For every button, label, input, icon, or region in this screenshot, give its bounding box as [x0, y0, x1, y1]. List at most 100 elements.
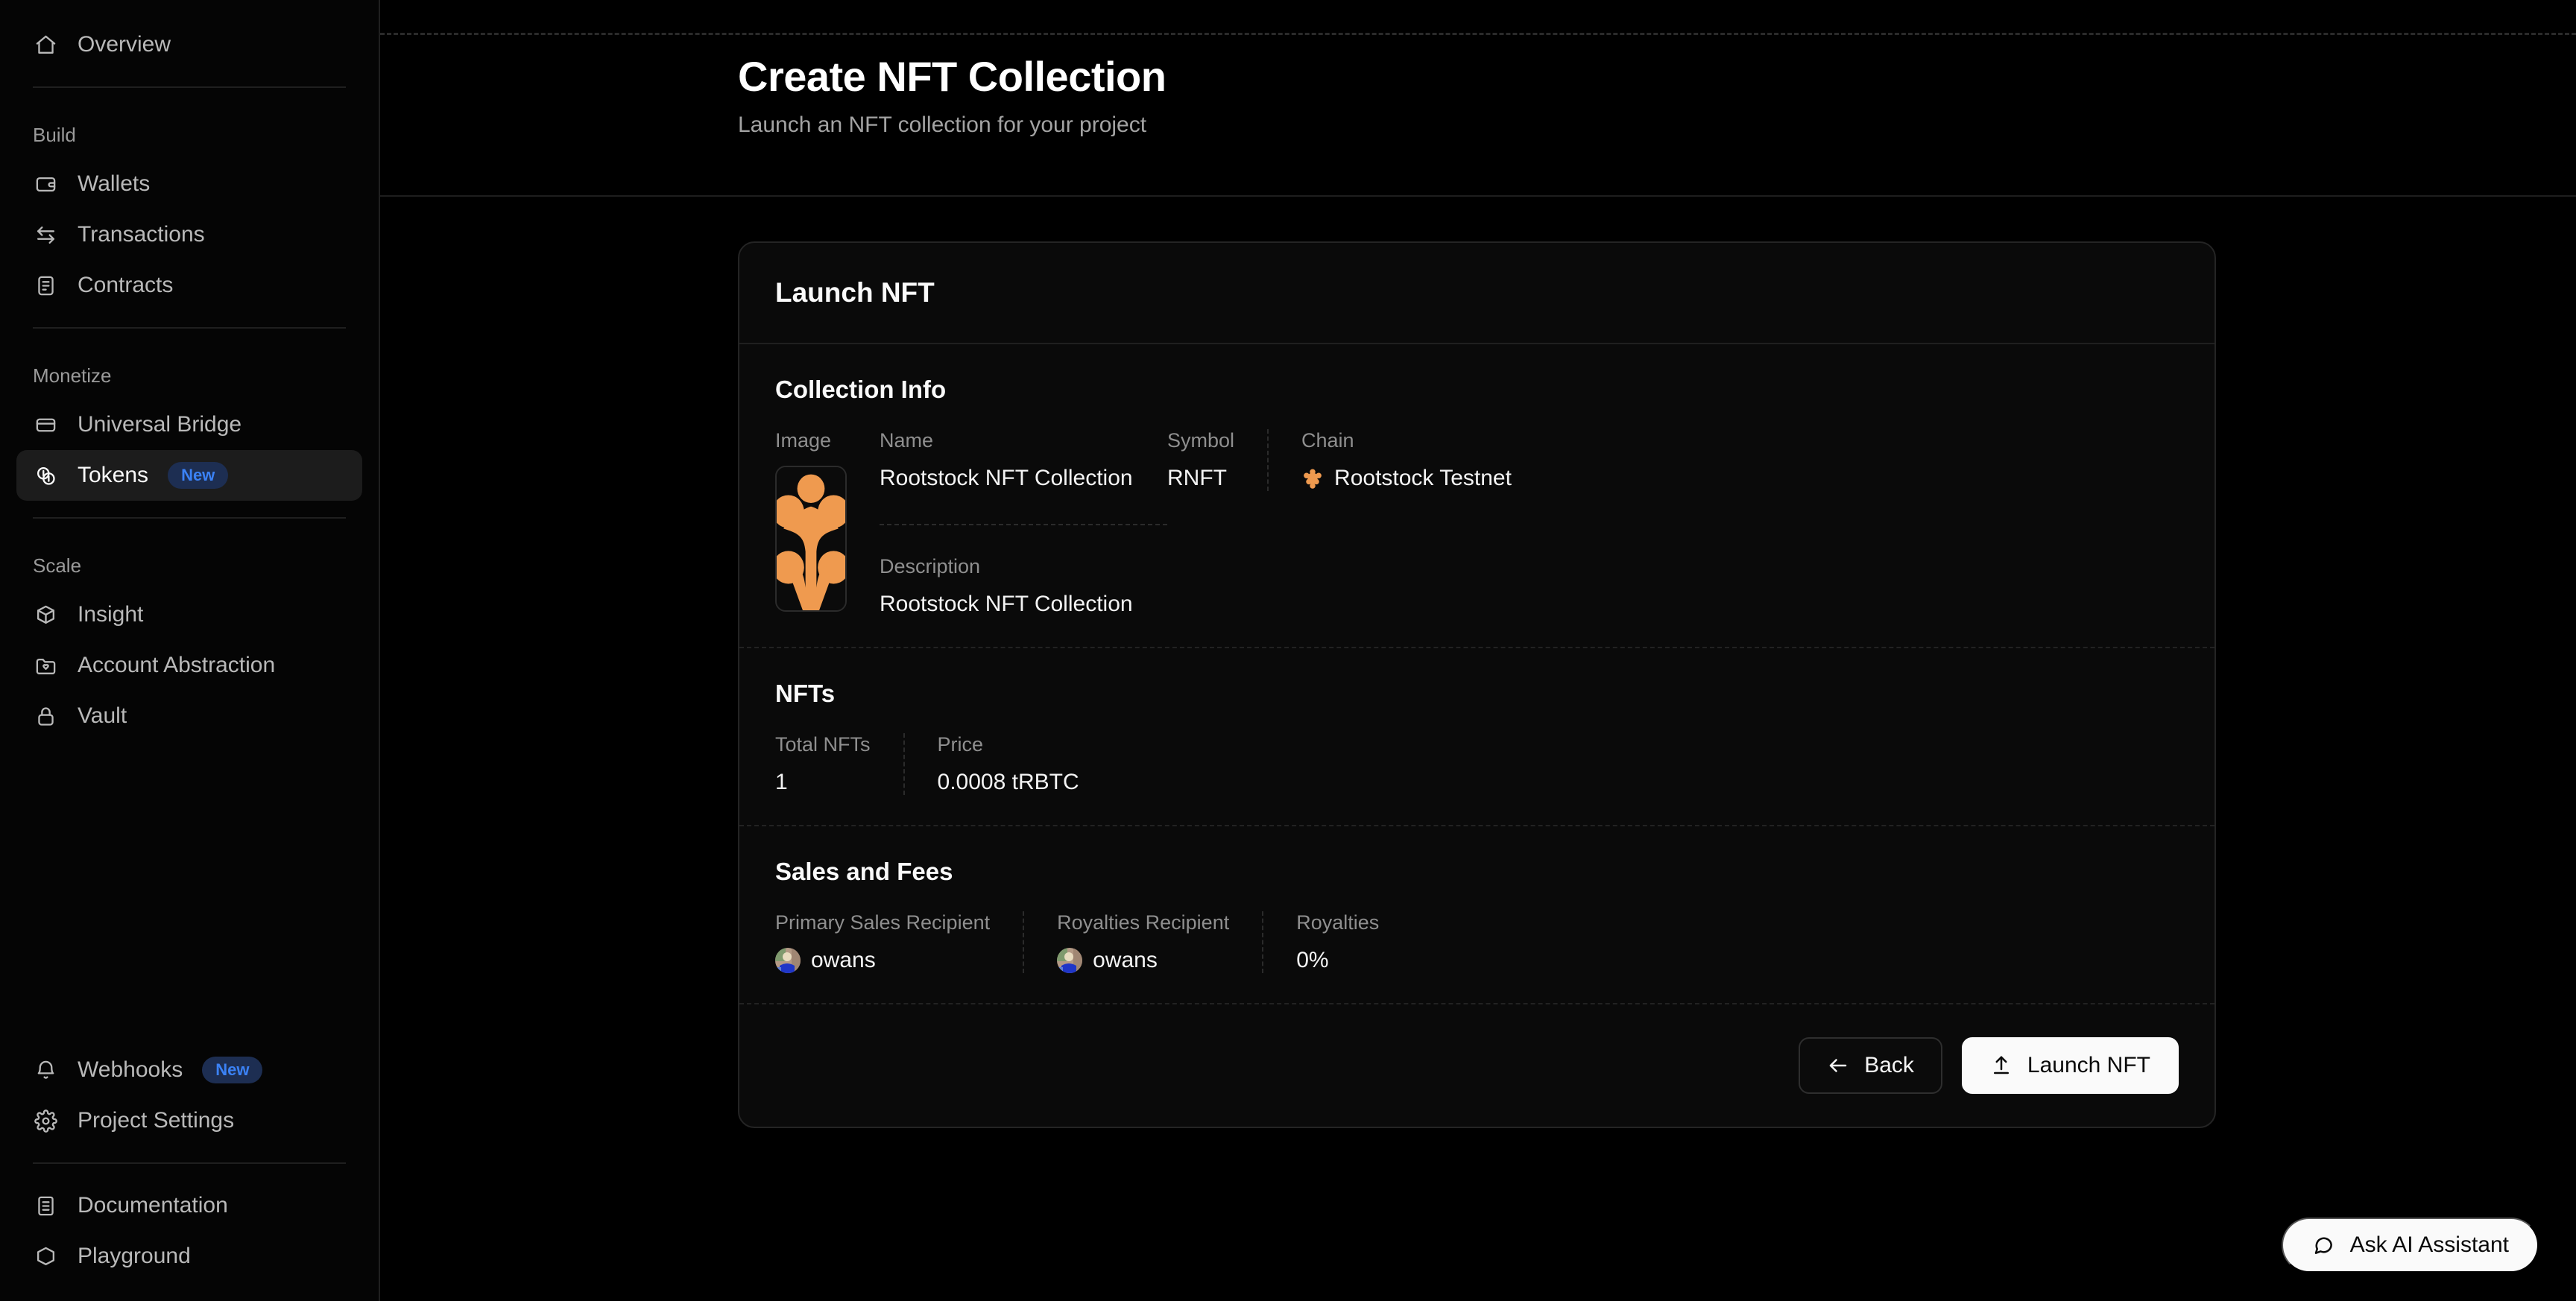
nft-collection-image [775, 466, 847, 612]
sidebar-item-documentation[interactable]: Documentation [16, 1180, 362, 1231]
field-name: Name Rootstock NFT Collection [880, 429, 1167, 491]
field-value: 0% [1296, 948, 1329, 972]
field-total-nfts: Total NFTs 1 [775, 733, 903, 795]
section-sales-and-fees: Sales and Fees Primary Sales Recipient [739, 826, 2214, 1004]
field-value: Rootstock NFT Collection [880, 466, 1133, 490]
page-header: Create NFT Collection Launch an NFT coll… [380, 0, 2576, 197]
field-value-wrapper: Rootstock Testnet [1301, 466, 1512, 491]
section-heading: Collection Info [775, 376, 947, 403]
sidebar-item-label: Tokens [78, 463, 149, 487]
field-value: owans [811, 948, 876, 972]
sidebar-spacer [16, 741, 362, 1045]
page-subtitle: Launch an NFT collection for your projec… [738, 113, 1147, 137]
sidebar-section-build: Build [33, 124, 76, 146]
section-collection-info: Collection Info Image [739, 344, 2214, 648]
sidebar-item-tokens[interactable]: Tokens New [16, 450, 362, 501]
card-title: Launch NFT [775, 277, 935, 308]
sidebar-item-label: Webhooks [78, 1057, 183, 1082]
field-label: Primary Sales Recipient [775, 911, 991, 934]
sidebar-item-account-abstraction[interactable]: Account Abstraction [16, 640, 362, 691]
sidebar-item-contracts[interactable]: Contracts [16, 260, 362, 311]
section-nfts: NFTs Total NFTs 1 Price 0.0008 tRBTC [739, 648, 2214, 826]
sidebar-item-label: Playground [78, 1244, 191, 1268]
sales-and-fees-fields: Primary Sales Recipient [775, 911, 2179, 973]
sidebar-item-insight[interactable]: Insight [16, 589, 362, 640]
sidebar-item-overview[interactable]: Overview [16, 19, 362, 70]
sidebar-divider [33, 327, 346, 329]
sidebar-item-label: Insight [78, 602, 144, 627]
ask-ai-assistant-label: Ask AI Assistant [2349, 1232, 2509, 1257]
launch-nft-card: Launch NFT Collection Info Image [738, 241, 2216, 1128]
field-label: Royalties Recipient [1057, 911, 1230, 934]
field-label: Total NFTs [775, 733, 871, 756]
sidebar-item-webhooks[interactable]: Webhooks New [16, 1045, 362, 1095]
status-badge-new: New [168, 462, 229, 489]
field-price: Price 0.0008 tRBTC [903, 733, 1112, 795]
field-group-name-description: Name Rootstock NFT Collection Descriptio… [847, 429, 1167, 617]
field-value-wrapper: owans [1057, 948, 1229, 973]
avatar [1057, 948, 1083, 973]
bell-icon [33, 1057, 58, 1083]
rootstock-chain-icon [1301, 467, 1324, 490]
field-chain: Chain [1267, 429, 1544, 491]
field-label: Symbol [1167, 429, 1235, 452]
sidebar-section-scale: Scale [33, 554, 82, 577]
sidebar-section-monetize: Monetize [33, 364, 112, 387]
card-footer: Back Launch NFT [739, 1004, 2214, 1127]
launch-nft-button-label: Launch NFT [2027, 1053, 2150, 1077]
field-image: Image [775, 429, 847, 612]
section-heading: NFTs [775, 680, 836, 707]
card-container: Launch NFT Collection Info Image [380, 197, 2576, 1128]
contract-icon [33, 273, 58, 298]
avatar [775, 948, 801, 973]
sidebar-item-wallets[interactable]: Wallets [16, 159, 362, 209]
sidebar-item-project-settings[interactable]: Project Settings [16, 1095, 362, 1146]
card-header: Launch NFT [739, 243, 2214, 344]
arrow-left-icon [1827, 1054, 1849, 1077]
upload-icon [1990, 1054, 2012, 1077]
sidebar-item-vault[interactable]: Vault [16, 691, 362, 741]
field-value-wrapper: owans [775, 948, 990, 973]
sidebar-item-label: Overview [78, 32, 171, 57]
gear-icon [33, 1108, 58, 1133]
sidebar-item-playground[interactable]: Playground [16, 1231, 362, 1282]
sidebar-item-universal-bridge[interactable]: Universal Bridge [16, 399, 362, 450]
sidebar-divider [33, 86, 346, 88]
lock-icon [33, 703, 58, 729]
field-label: Name [880, 429, 934, 452]
section-heading: Sales and Fees [775, 858, 953, 885]
sidebar-item-label: Vault [78, 703, 127, 728]
sidebar-item-label: Account Abstraction [78, 653, 276, 677]
top-dashed-divider [380, 33, 2576, 35]
chat-bubble-icon [2311, 1233, 2335, 1257]
field-label: Royalties [1296, 911, 1380, 934]
wallet-icon [33, 171, 58, 197]
sidebar-item-label: Documentation [78, 1193, 228, 1218]
status-badge-new: New [202, 1057, 263, 1083]
home-icon [33, 32, 58, 57]
field-value: Rootstock NFT Collection [880, 592, 1133, 616]
field-label: Description [880, 555, 981, 577]
field-label: Chain [1301, 429, 1354, 452]
back-button[interactable]: Back [1799, 1037, 1942, 1094]
account-abstraction-icon [33, 653, 58, 678]
sidebar: Overview Build Wallets Transactions [0, 0, 380, 1301]
sidebar-item-label: Wallets [78, 171, 151, 196]
cube-icon [33, 1244, 58, 1269]
back-button-label: Back [1864, 1053, 1914, 1077]
transactions-icon [33, 222, 58, 247]
sidebar-item-label: Project Settings [78, 1108, 235, 1133]
launch-nft-button[interactable]: Launch NFT [1961, 1037, 2179, 1094]
ask-ai-assistant-button[interactable]: Ask AI Assistant [2281, 1218, 2539, 1273]
sidebar-divider [33, 517, 346, 519]
field-value: owans [1093, 948, 1158, 972]
sidebar-item-transactions[interactable]: Transactions [16, 209, 362, 260]
card-icon [33, 412, 58, 437]
field-label: Image [775, 429, 832, 452]
sidebar-item-label: Contracts [78, 273, 174, 297]
field-description: Description Rootstock NFT Collection [880, 524, 1167, 617]
field-royalties-recipient: Royalties Recipient [1023, 911, 1262, 973]
main-content: Create NFT Collection Launch an NFT coll… [380, 0, 2576, 1301]
nfts-fields: Total NFTs 1 Price 0.0008 tRBTC [775, 733, 2179, 795]
